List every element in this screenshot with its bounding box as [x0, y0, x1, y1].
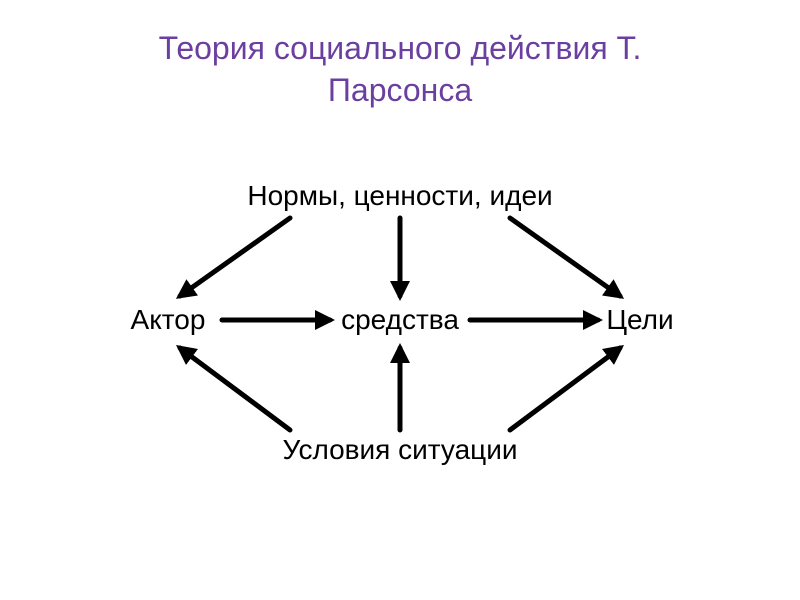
arrows-svg [0, 160, 800, 540]
node-left: Актор [131, 304, 206, 336]
node-center: средства [341, 304, 459, 336]
node-right: Цели [606, 304, 673, 336]
node-top: Нормы, ценности, идеи [247, 180, 552, 212]
node-bottom: Условия ситуации [283, 434, 518, 466]
title-line2: Парсонса [328, 72, 472, 108]
title-line1: Теория социального действия Т. [159, 30, 642, 66]
page-title: Теория социального действия Т. Парсонса [0, 0, 800, 111]
diagram-container: Нормы, ценности, идеи Актор средства Цел… [0, 160, 800, 540]
